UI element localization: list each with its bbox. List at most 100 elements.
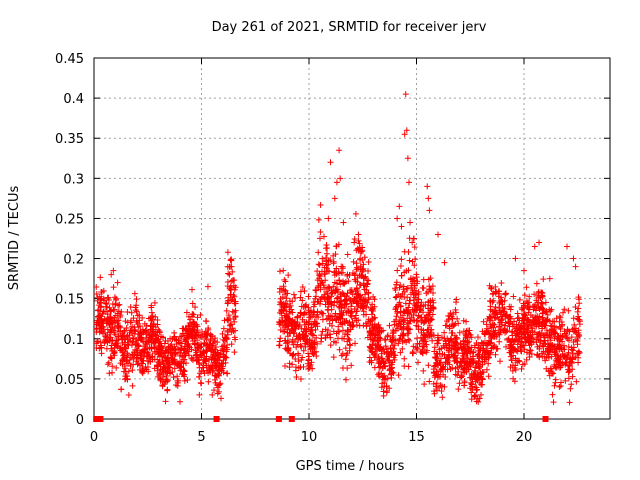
data-point: [346, 272, 353, 279]
data-point: [446, 341, 453, 348]
data-point: [532, 307, 539, 314]
data-point: [534, 351, 541, 358]
data-point: [332, 316, 339, 323]
data-point: [369, 341, 376, 348]
data-point: [203, 362, 210, 369]
data-point: [202, 357, 209, 364]
data-point: [360, 280, 367, 287]
data-point: [392, 285, 399, 292]
data-point: [209, 352, 216, 359]
data-point: [498, 280, 505, 287]
data-point: [523, 356, 530, 363]
data-point: [110, 284, 117, 291]
data-point: [359, 268, 366, 275]
data-point: [396, 203, 403, 210]
data-point: [280, 300, 287, 307]
data-point: [398, 326, 405, 333]
data-point: [332, 339, 339, 346]
data-point: [397, 302, 404, 309]
data-point: [359, 247, 366, 254]
data-point: [346, 341, 353, 348]
data-point: [542, 331, 549, 338]
data-point: [335, 241, 342, 248]
data-point: [184, 343, 191, 350]
data-point: [179, 371, 186, 378]
data-point: [393, 313, 400, 320]
data-point: [333, 295, 340, 302]
data-point: [466, 327, 473, 334]
data-point: [223, 335, 230, 342]
data-point: [154, 336, 161, 343]
data-point: [210, 340, 217, 347]
data-point: [111, 294, 118, 301]
data-point: [366, 327, 373, 334]
data-point: [427, 286, 434, 293]
data-point: [300, 310, 307, 317]
data-point: [150, 340, 157, 347]
data-point: [228, 257, 235, 264]
data-point: [462, 337, 469, 344]
data-point: [448, 335, 455, 342]
data-point: [410, 343, 417, 350]
data-point: [286, 364, 293, 371]
y-tick-label: 0.2: [63, 253, 84, 268]
data-point: [303, 328, 310, 335]
data-point: [409, 239, 416, 246]
y-tick-label: 0.25: [55, 212, 84, 227]
x-tick-label: 10: [301, 430, 318, 445]
data-point: [118, 308, 125, 315]
data-point: [284, 333, 291, 340]
data-point: [508, 344, 515, 351]
data-point: [115, 302, 122, 309]
data-point: [332, 287, 339, 294]
data-point: [219, 330, 226, 337]
data-point: [182, 327, 189, 334]
data-point: [100, 295, 107, 302]
data-point: [109, 369, 116, 376]
data-point: [196, 391, 203, 398]
data-point: [367, 344, 374, 351]
data-point: [397, 309, 404, 316]
data-point: [295, 352, 302, 359]
data-point: [399, 345, 406, 352]
data-point: [466, 345, 473, 352]
data-point: [348, 308, 355, 315]
data-point: [454, 364, 461, 371]
data-point: [426, 322, 433, 329]
data-point: [121, 363, 128, 370]
data-point: [311, 349, 318, 356]
data-point: [468, 360, 475, 367]
data-point: [516, 329, 523, 336]
data-point: [325, 215, 332, 222]
data-point: [472, 392, 479, 399]
data-point: [374, 338, 381, 345]
data-point: [350, 298, 357, 305]
y-tick-label: 0.35: [55, 132, 84, 147]
data-point: [104, 326, 111, 333]
data-point: [461, 379, 468, 386]
data-point: [475, 341, 482, 348]
data-point: [118, 336, 125, 343]
data-point: [508, 329, 515, 336]
data-point: [398, 272, 405, 279]
data-point: [231, 298, 238, 305]
data-point: [340, 219, 347, 226]
x-tick-label: 5: [197, 430, 205, 445]
data-point: [326, 284, 333, 291]
data-point: [347, 322, 354, 329]
data-point: [197, 344, 204, 351]
data-point: [218, 347, 225, 354]
data-points: [93, 91, 583, 406]
data-point: [174, 360, 181, 367]
data-point: [563, 331, 570, 338]
data-point: [428, 326, 435, 333]
data-point: [310, 303, 317, 310]
data-point: [331, 269, 338, 276]
data-point: [467, 331, 474, 338]
data-point: [343, 376, 350, 383]
data-point: [313, 334, 320, 341]
data-point: [133, 302, 140, 309]
data-point: [510, 362, 517, 369]
data-point: [561, 328, 568, 335]
data-point: [206, 341, 213, 348]
